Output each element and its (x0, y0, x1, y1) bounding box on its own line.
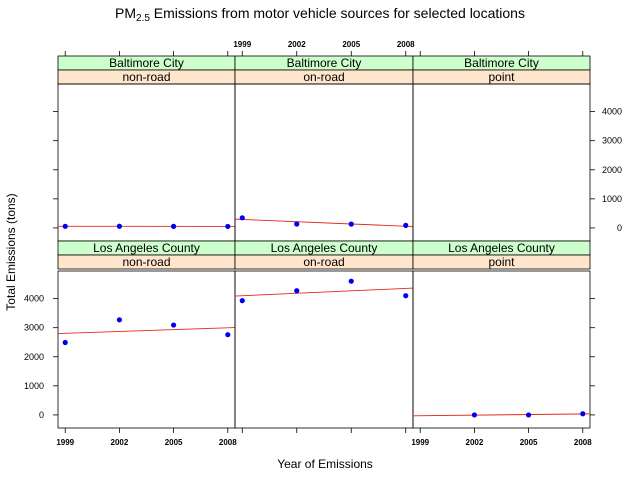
y-tick-label: 1000 (602, 194, 622, 204)
x-axis-label: Year of Emissions (277, 457, 373, 471)
y-tick-label: 3000 (602, 136, 622, 146)
x-tick-label: 2002 (288, 40, 306, 49)
y-tick-label: 0 (617, 223, 622, 233)
x-tick-label: 2008 (219, 438, 237, 447)
data-point (580, 411, 586, 417)
strip-city-label: Baltimore City (464, 56, 539, 70)
strip-city-label: Los Angeles County (93, 241, 200, 255)
fit-line (58, 327, 235, 334)
data-point (525, 412, 532, 418)
panel-frame (412, 83, 591, 242)
data-point (116, 223, 123, 229)
panel-frame (57, 270, 236, 429)
data-point (116, 317, 123, 323)
data-point (294, 221, 300, 227)
y-tick-label: 1000 (24, 381, 44, 391)
data-point (225, 332, 231, 338)
strip-type-label: on-road (303, 255, 344, 269)
strip-type-label: point (488, 70, 515, 84)
x-tick-label: 2005 (342, 40, 360, 49)
data-point (348, 278, 354, 284)
strip-city-label: Los Angeles County (448, 241, 555, 255)
strip-city-label: Baltimore City (109, 56, 184, 70)
data-point (403, 293, 409, 299)
panel-frame (412, 270, 591, 429)
strip-type-label: non-road (122, 70, 170, 84)
data-point (62, 223, 68, 229)
x-tick-label: 2002 (466, 438, 484, 447)
y-tick-label: 2000 (602, 165, 622, 175)
y-tick-label: 4000 (24, 294, 44, 304)
fit-line (235, 218, 413, 227)
strip-type-6 (412, 254, 591, 270)
x-tick-label: 2008 (397, 40, 415, 49)
x-tick-label: 2008 (574, 438, 592, 447)
data-point (403, 222, 409, 228)
y-axis-label: Total Emissions (tons) (4, 193, 18, 310)
x-tick-label: 2002 (111, 438, 129, 447)
data-point (225, 223, 231, 230)
strip-type-label: on-road (303, 70, 344, 84)
data-point (170, 223, 177, 229)
strip-type-label: non-road (122, 255, 170, 269)
fit-line (413, 413, 590, 417)
data-point (62, 339, 68, 346)
strip-city-label: Los Angeles County (271, 241, 378, 255)
panel-frame (234, 83, 414, 242)
data-point (294, 288, 300, 294)
panel-frame (57, 83, 236, 242)
data-point (170, 322, 177, 328)
fit-line (235, 287, 413, 297)
y-tick-label: 3000 (24, 323, 44, 333)
x-tick-label: 2005 (520, 438, 538, 447)
chart-title: PM2.5 Emissions from motor vehicle sourc… (115, 5, 525, 24)
data-point (239, 298, 245, 304)
x-tick-label: 1999 (233, 40, 251, 49)
y-tick-label: 2000 (24, 352, 44, 362)
data-point (239, 215, 245, 221)
y-tick-label: 0 (39, 410, 44, 420)
x-tick-label: 1999 (56, 438, 74, 447)
data-point (471, 412, 478, 418)
data-point (348, 221, 354, 227)
x-tick-label: 2005 (165, 438, 183, 447)
strip-type-label: point (488, 255, 515, 269)
strip-city-label: Baltimore City (287, 56, 362, 70)
x-tick-label: 1999 (411, 438, 429, 447)
y-tick-label: 4000 (602, 107, 622, 117)
